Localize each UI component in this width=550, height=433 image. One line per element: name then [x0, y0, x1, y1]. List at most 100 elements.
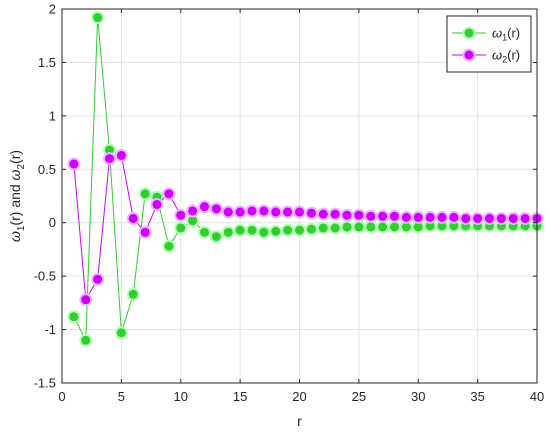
series-2-point — [485, 213, 494, 223]
series-1-point — [235, 225, 245, 235]
series-2-point — [128, 213, 138, 223]
series-2-point — [401, 212, 411, 222]
series-2-point — [520, 213, 530, 223]
x-tick-label: 0 — [58, 389, 65, 404]
legend: ω1(r) ω2(r) — [446, 15, 532, 73]
series-1-point — [223, 227, 233, 237]
series-1-point — [105, 145, 114, 155]
series-1-point — [81, 335, 91, 345]
series-2-point — [259, 206, 269, 216]
legend-label: ω1(r) — [492, 26, 520, 43]
y-axis-label: ω1(r) and ω2(r) — [7, 150, 27, 242]
legend-entry-2: ω2(r) — [452, 48, 520, 65]
series-2-point — [235, 207, 245, 217]
series-2-point — [473, 213, 483, 223]
series-1-point — [200, 227, 209, 237]
y-tick-label: 0 — [49, 215, 56, 230]
series-1-point — [69, 312, 79, 322]
y-tick-label: -1 — [44, 322, 56, 337]
y-tick-label: 0.5 — [38, 162, 56, 177]
series-2-point — [425, 212, 435, 222]
x-tick-label: 25 — [352, 389, 366, 404]
series-2-point — [211, 204, 221, 214]
series-1-point — [93, 13, 103, 23]
series-2-point — [508, 213, 518, 223]
series-2-point — [461, 213, 471, 223]
y-tick-label: 1 — [49, 108, 56, 123]
series-2-point — [378, 211, 388, 221]
series-1-point — [354, 222, 364, 232]
legend-swatch-marker — [464, 50, 474, 60]
series-1-point — [401, 222, 411, 232]
series-1-point — [247, 225, 257, 235]
series-2-point — [496, 213, 506, 223]
series-1-point — [378, 222, 388, 232]
series-2-point — [449, 212, 459, 222]
series-1-point — [366, 222, 376, 232]
series-1-point — [318, 223, 328, 233]
series-2-point — [105, 154, 114, 164]
series-1-point — [128, 289, 138, 299]
x-tick-label: 20 — [292, 389, 306, 404]
series-2-point — [295, 207, 304, 217]
series-1-point — [342, 222, 352, 232]
series-2-point — [164, 189, 174, 199]
y-tick-label: -0.5 — [34, 269, 56, 284]
x-tick-label: 35 — [470, 389, 484, 404]
series-1-point — [259, 227, 269, 237]
series-2-point — [69, 159, 79, 169]
series-2-point — [413, 212, 423, 222]
series-1-point — [271, 226, 281, 236]
series-2-point — [306, 208, 316, 218]
x-tick-label: 30 — [411, 389, 425, 404]
y-tick-label: 2 — [49, 2, 56, 17]
series-2-point — [366, 211, 376, 221]
series-1-point — [188, 216, 198, 226]
series-2-point — [437, 212, 447, 222]
series-2-point — [330, 209, 340, 219]
series-2-point — [271, 207, 281, 217]
series-2-point — [283, 207, 293, 217]
series-1-point — [449, 221, 459, 231]
ticks: 0 5 10 15 20 25 30 35 40 -1.5 -1 -0.5 0 0.5 1 1.5 2 — [34, 2, 545, 405]
series-2-point — [116, 150, 126, 160]
x-tick-label: 10 — [174, 389, 188, 404]
series-1-point — [306, 224, 316, 234]
y-tick-label: -1.5 — [34, 376, 56, 391]
legend-box — [446, 15, 532, 73]
series-2-point — [247, 206, 257, 216]
series-1-point — [140, 189, 150, 199]
series-2-point — [390, 211, 399, 221]
series-1-point — [330, 223, 340, 233]
legend-label: ω2(r) — [492, 48, 520, 65]
series-1-point — [211, 232, 221, 242]
series-2-point — [188, 206, 198, 216]
series-2-point — [200, 202, 209, 212]
series-1-point — [425, 221, 435, 231]
legend-entry-1: ω1(r) — [452, 26, 520, 43]
series-2 — [67, 148, 544, 307]
series-1-point — [116, 328, 126, 338]
series-2-point — [152, 200, 162, 210]
series-1-point — [295, 225, 304, 235]
x-tick-label: 40 — [530, 389, 544, 404]
series-2-point — [93, 274, 103, 284]
series-2-point — [318, 209, 328, 219]
series-1-point — [413, 222, 423, 232]
x-axis-label: r — [297, 413, 302, 429]
series-1-point — [176, 223, 186, 233]
legend-swatch-marker — [464, 28, 474, 38]
series-2-point — [140, 227, 150, 237]
x-tick-label: 5 — [118, 389, 125, 404]
y-tick-label: 1.5 — [38, 55, 56, 70]
x-tick-label: 15 — [233, 389, 247, 404]
series-1-point — [390, 222, 399, 232]
series-1-point — [164, 241, 174, 251]
series-2-point — [354, 210, 364, 220]
series-2-point — [81, 295, 91, 305]
series-1-point — [283, 225, 293, 235]
series-1-point — [437, 221, 447, 231]
series-2-point — [342, 210, 352, 220]
series-2-point — [176, 210, 186, 220]
